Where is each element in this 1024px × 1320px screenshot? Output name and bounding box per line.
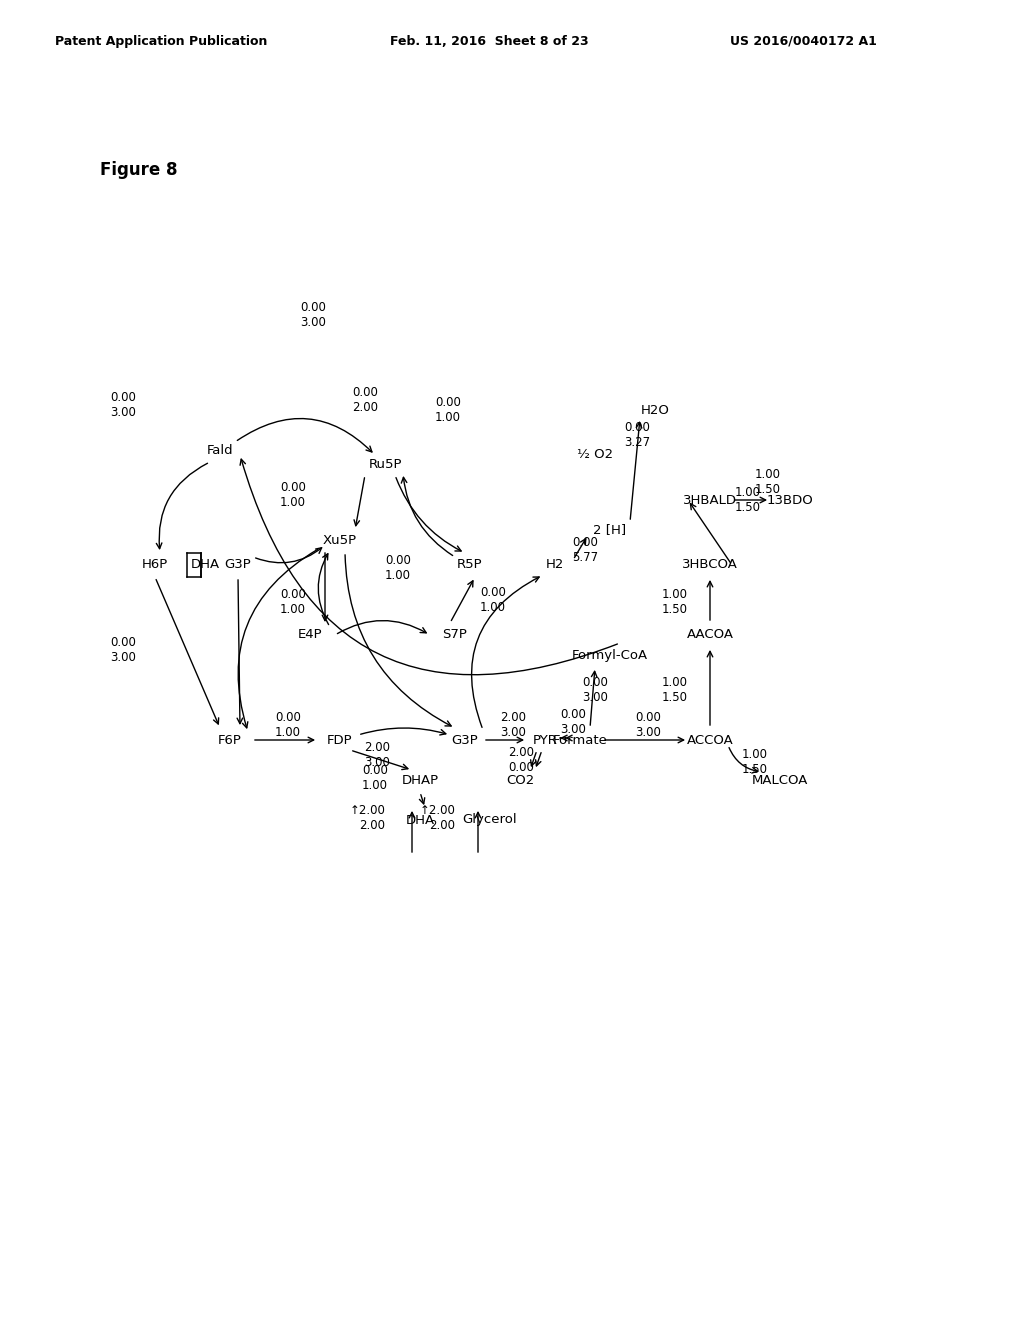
Text: DHA: DHA [190,558,219,572]
Text: MALCOA: MALCOA [752,774,808,787]
Text: ½ O2: ½ O2 [577,449,613,462]
Text: Glycerol: Glycerol [463,813,517,826]
Text: 2.00
3.00: 2.00 3.00 [500,711,526,739]
Text: 0.00
2.00: 0.00 2.00 [352,385,378,414]
Text: DHAP: DHAP [401,774,438,787]
Text: 0.00
1.00: 0.00 1.00 [275,711,301,739]
Text: 3HBCOA: 3HBCOA [682,558,738,572]
Text: G3P: G3P [452,734,478,747]
Text: 0.00
3.00: 0.00 3.00 [110,391,136,418]
Text: AACOA: AACOA [686,628,733,642]
Text: 0.00
1.00: 0.00 1.00 [362,764,388,792]
Text: 0.00
3.27: 0.00 3.27 [624,421,650,449]
Text: 0.00
1.00: 0.00 1.00 [280,480,306,510]
Text: Patent Application Publication: Patent Application Publication [55,36,267,48]
Text: 0.00
3.00: 0.00 3.00 [560,708,586,737]
Text: E4P: E4P [298,628,323,642]
Text: 0.00
3.00: 0.00 3.00 [582,676,608,704]
Text: FDP: FDP [328,734,353,747]
Text: 2 [H]: 2 [H] [594,524,627,536]
Text: 0.00
1.00: 0.00 1.00 [435,396,461,424]
Text: 3HBALD: 3HBALD [683,494,737,507]
Text: ↑2.00
2.00: ↑2.00 2.00 [349,804,385,832]
Text: 1.00
1.50: 1.00 1.50 [742,748,768,776]
Text: H2: H2 [546,558,564,572]
Text: G3P: G3P [224,558,251,572]
Text: 2.00
3.00: 2.00 3.00 [364,741,390,770]
Text: Formyl-CoA: Formyl-CoA [572,648,648,661]
Text: ACCOA: ACCOA [687,734,733,747]
Text: Formate: Formate [553,734,607,747]
Text: 1.00
1.50: 1.00 1.50 [735,486,761,513]
Text: 13BDO: 13BDO [767,494,813,507]
Text: 0.00
1.00: 0.00 1.00 [280,587,306,616]
Text: 1.00
1.50: 1.00 1.50 [662,676,688,704]
Text: 0.00
3.00: 0.00 3.00 [300,301,326,329]
Text: 2.00
0.00: 2.00 0.00 [508,746,534,774]
Text: 1.00
1.50: 1.00 1.50 [662,587,688,616]
Text: 0.00
5.77: 0.00 5.77 [572,536,598,564]
Text: PYR: PYR [532,734,557,747]
Text: Xu5P: Xu5P [323,533,357,546]
Text: 1.00
1.50: 1.00 1.50 [755,469,781,496]
Text: S7P: S7P [442,628,467,642]
Text: 0.00
3.00: 0.00 3.00 [110,636,136,664]
Text: H6P: H6P [142,558,168,572]
Text: CO2: CO2 [506,774,535,787]
Text: Figure 8: Figure 8 [100,161,177,180]
Text: 0.00
1.00: 0.00 1.00 [385,554,411,582]
Text: 0.00
1.00: 0.00 1.00 [480,586,506,614]
Text: ↑2.00
2.00: ↑2.00 2.00 [419,804,455,832]
Text: Ru5P: Ru5P [369,458,401,471]
Text: Feb. 11, 2016  Sheet 8 of 23: Feb. 11, 2016 Sheet 8 of 23 [390,36,589,48]
Text: F6P: F6P [218,734,242,747]
Text: DHA: DHA [406,813,434,826]
Text: H2O: H2O [641,404,670,417]
Text: 0.00
3.00: 0.00 3.00 [635,711,660,739]
Text: US 2016/0040172 A1: US 2016/0040172 A1 [730,36,877,48]
Text: Fald: Fald [207,444,233,457]
Text: R5P: R5P [457,558,482,572]
